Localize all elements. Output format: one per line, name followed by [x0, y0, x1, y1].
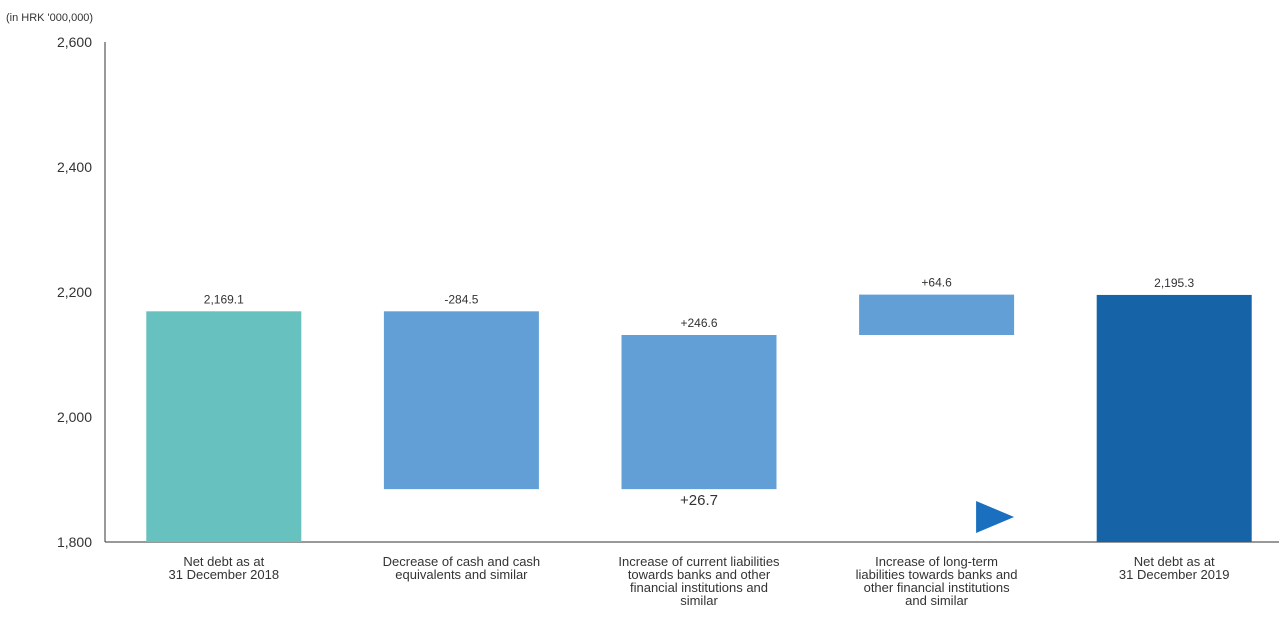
data-label-2: -284.5 [444, 292, 478, 306]
category-label-3: Increase of current liabilities towards b… [618, 554, 780, 608]
category-label-5: Net debt as at 31 December 2019 [1119, 554, 1230, 582]
net-change-label: +26.7 [680, 492, 718, 509]
label-layer: 2,169.1 -284.5 +246.6 +64.6 2,195.3 Net debt … [169, 276, 1230, 608]
data-label-4: +64.6 [921, 276, 952, 290]
bar-5 [1096, 294, 1252, 542]
category-label-4: Increase of long-term liabilities towards… [856, 554, 1018, 608]
bar-1 [146, 311, 302, 542]
unit-label: (in HRK '000,000) [6, 12, 94, 24]
bar-2 [383, 311, 539, 490]
data-label-3: +246.6 [680, 316, 717, 330]
net-change-arrow [383, 501, 1015, 533]
net-change-arrow-head [976, 501, 1015, 533]
y-tick-label: 2,600 [57, 34, 92, 50]
y-tick-label: 2,200 [57, 284, 92, 300]
data-label-5: 2,195.3 [1154, 276, 1194, 290]
bar-layer [146, 294, 1252, 542]
category-label-2: Decrease of cash and cash equivalents and… [383, 554, 541, 582]
y-tick-label: 1,800 [57, 534, 92, 550]
bar-4 [859, 294, 1015, 335]
axis-layer: 1,800 2,000 2,200 2,400 2,600 [57, 34, 1279, 550]
data-label-1: 2,169.1 [204, 292, 244, 306]
y-tick-label: 2,000 [57, 409, 92, 425]
category-label-1: Net debt as at 31 December 2018 [169, 554, 280, 582]
bar-3 [621, 335, 777, 490]
y-tick-label: 2,400 [57, 159, 92, 175]
